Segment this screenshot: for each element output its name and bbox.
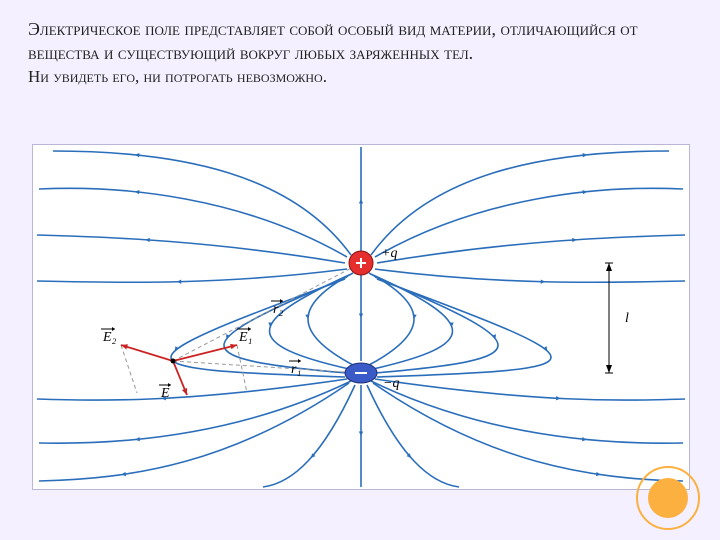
svg-text:E: E	[160, 386, 170, 401]
svg-text:E₂: E₂	[102, 330, 117, 345]
svg-text:r₁: r₁	[291, 362, 301, 377]
heading-block: Электрическое поле представляет собой ос…	[0, 0, 720, 94]
svg-text:+q: +q	[381, 246, 397, 261]
slide-decor-icon	[636, 466, 700, 530]
field-lines-svg: +q −q l E₁ E₂ Er₁ r₂	[33, 145, 689, 489]
heading-p2: Ни увидеть его, ни потрогать невозможно.	[28, 67, 327, 86]
svg-text:r₂: r₂	[273, 302, 283, 317]
svg-text:−q: −q	[383, 376, 399, 391]
svg-text:l: l	[625, 311, 629, 326]
heading-p1: Электрическое поле представляет собой ос…	[28, 19, 638, 63]
dipole-field-figure: +q −q l E₁ E₂ Er₁ r₂	[32, 144, 690, 490]
svg-text:E₁: E₁	[238, 330, 252, 345]
